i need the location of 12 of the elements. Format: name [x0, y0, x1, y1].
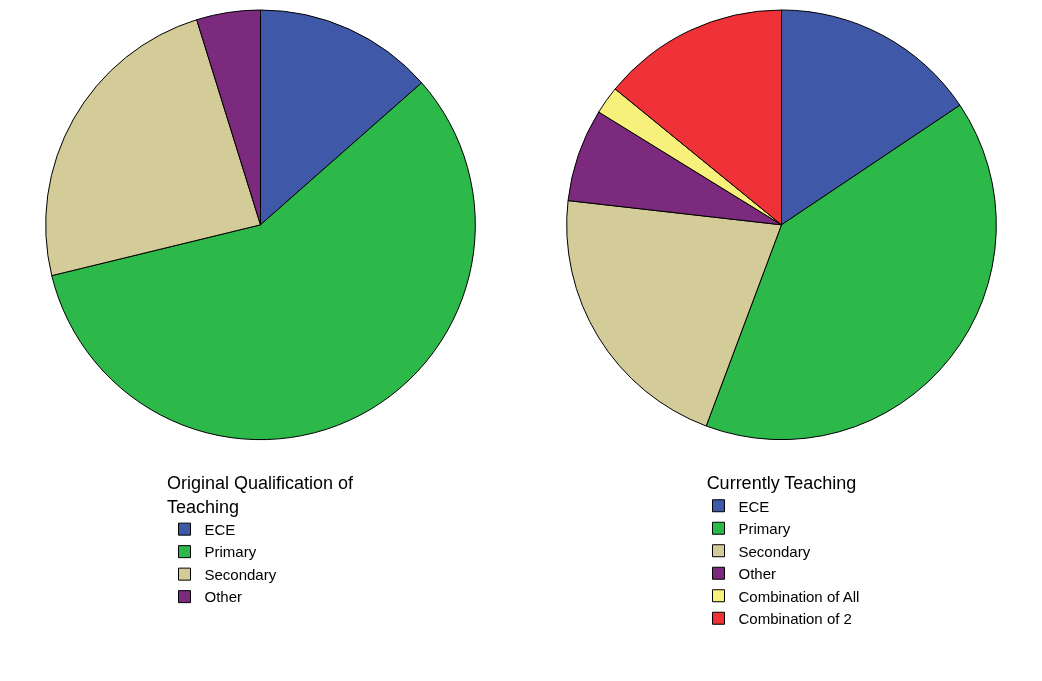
legend-label: ECE: [204, 520, 236, 538]
legend-label: Secondary: [738, 542, 811, 560]
legend-label: Secondary: [204, 565, 277, 583]
legend-label: ECE: [738, 497, 770, 515]
legend-label: Combination of All: [738, 587, 860, 605]
legend-label: Other: [204, 588, 243, 606]
legend-label: Primary: [738, 520, 791, 538]
legend-title: Currently Teaching: [706, 473, 857, 494]
legend-label: Primary: [204, 543, 257, 561]
legend-label: Other: [738, 565, 777, 583]
legend-title: Original Qualification of Teaching: [166, 473, 355, 517]
legend-label: Combination of 2: [738, 610, 852, 628]
